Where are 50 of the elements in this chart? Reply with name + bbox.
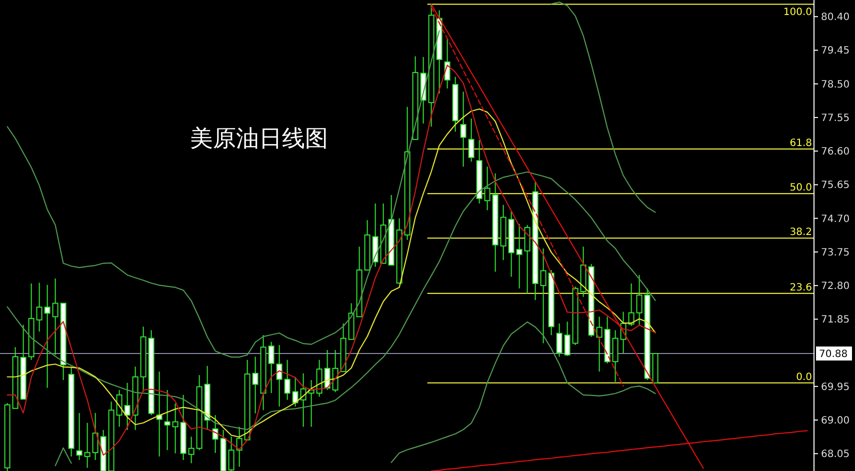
candlestick	[292, 376, 298, 408]
annotation: 0.0	[796, 372, 812, 383]
y-tick-label: 68.05	[821, 449, 850, 460]
candlestick	[540, 248, 546, 344]
candlestick	[188, 436, 194, 464]
y-tick-label: 77.55	[821, 112, 850, 124]
candlestick	[124, 382, 130, 430]
candlestick	[524, 224, 530, 294]
y-tick-label: 76.60	[821, 146, 850, 158]
candlestick	[284, 359, 290, 400]
y-tick-label: 75.65	[821, 180, 850, 192]
candlestick	[44, 284, 50, 388]
annotation: 38.2	[790, 227, 812, 238]
candlestick	[164, 389, 170, 451]
annotation: 100.0	[783, 7, 812, 18]
candlestick	[36, 282, 42, 332]
candlestick	[484, 166, 490, 211]
candlestick	[556, 322, 562, 358]
candlestick	[468, 118, 474, 162]
candlestick	[460, 91, 466, 168]
candlestick	[228, 436, 234, 471]
y-tick-label: 69.95	[821, 382, 850, 393]
candlestick	[564, 321, 570, 356]
y-tick-label: 78.50	[821, 79, 850, 90]
candlestick	[52, 278, 58, 356]
candlestick	[636, 274, 642, 326]
y-tick-label: 69.00	[821, 416, 850, 427]
ref-line-label: 70.88	[819, 349, 848, 360]
candlestick	[76, 412, 82, 461]
y-tick-label: 80.40	[821, 12, 850, 24]
y-tick-label: 72.80	[821, 281, 850, 292]
candlestick	[596, 316, 602, 372]
annotation: 23.6	[790, 282, 812, 294]
text: 美原油日线图	[190, 126, 328, 152]
candlestick	[84, 422, 90, 468]
candlestick	[116, 389, 122, 428]
candlestick	[92, 412, 98, 461]
candlestick	[268, 341, 274, 394]
candlestick	[172, 402, 178, 454]
candlestick	[516, 224, 522, 289]
candlestick	[612, 330, 618, 382]
candlestick	[252, 356, 258, 414]
y-tick-label: 71.85	[821, 314, 850, 326]
annotation: 50.0	[790, 182, 812, 194]
y-tick-label: 79.45	[821, 46, 850, 57]
annotation: 61.8	[790, 138, 812, 149]
candlestick	[276, 344, 282, 408]
y-tick-label: 73.75	[821, 247, 850, 258]
y-tick-label: 74.70	[821, 214, 850, 225]
line-series	[6, 171, 656, 430]
